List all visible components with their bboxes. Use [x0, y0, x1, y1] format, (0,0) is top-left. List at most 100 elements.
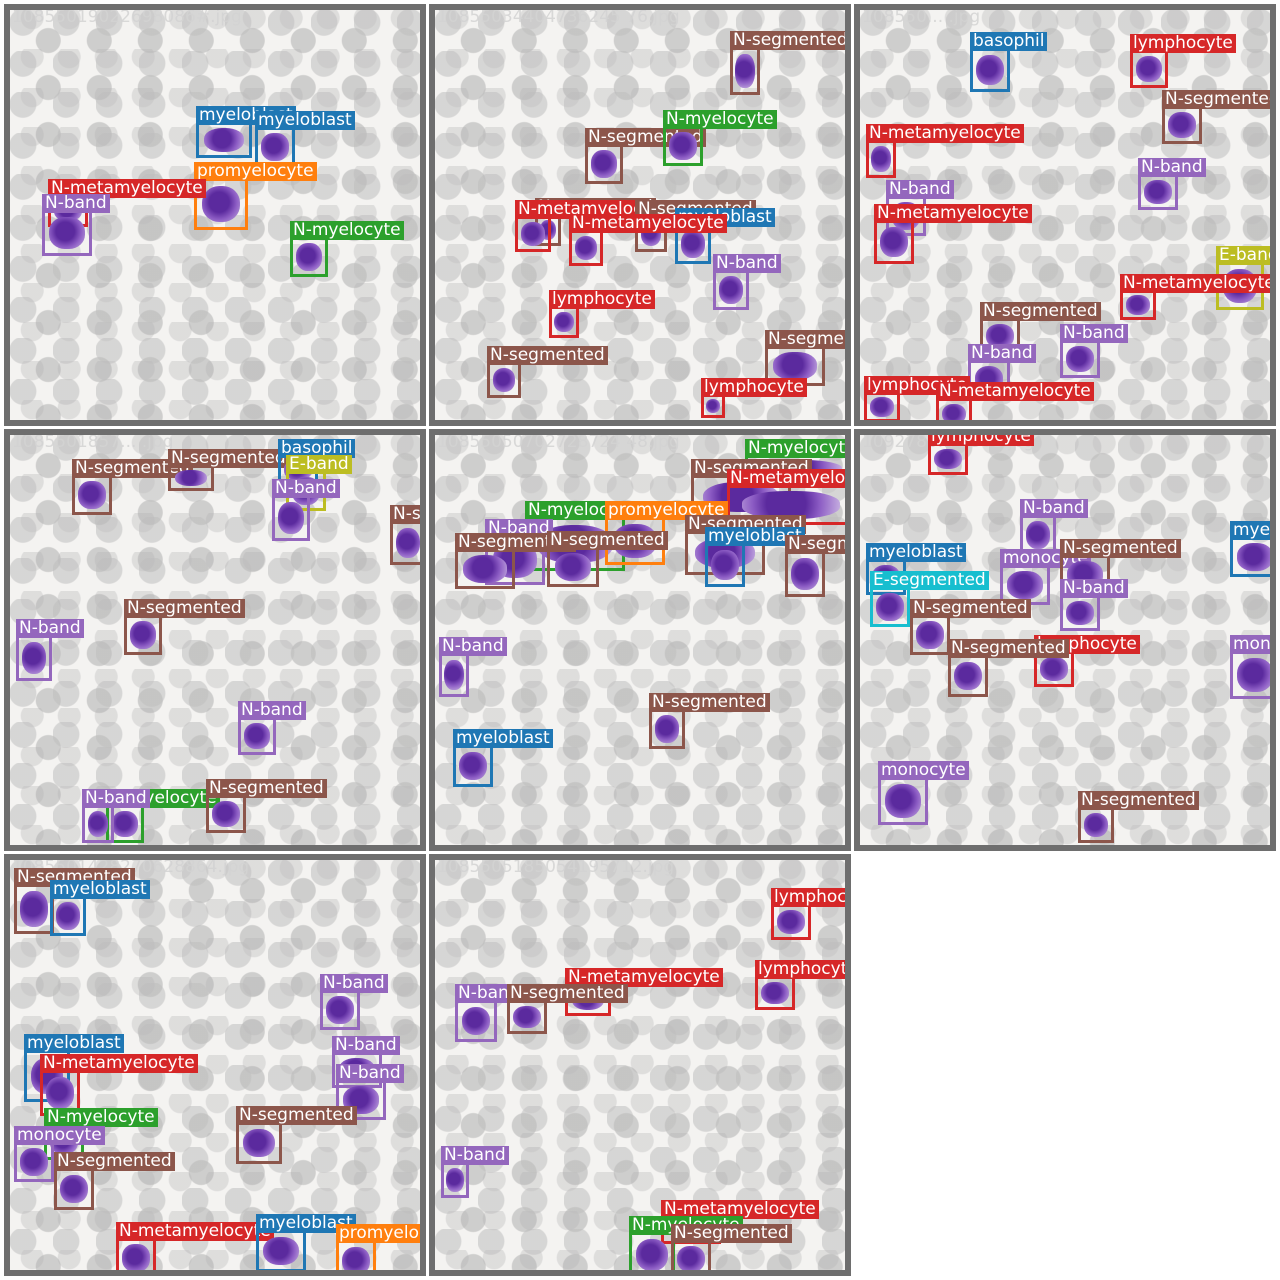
stained-cell: [1168, 112, 1196, 138]
detection-box: N-segmented: [455, 533, 576, 589]
detection-label: N-band: [336, 1064, 404, 1083]
detection-label: lymphocyte: [549, 290, 655, 309]
stained-cell: [1040, 657, 1068, 681]
stained-cell: [719, 276, 743, 304]
detection-label: N-segmented: [547, 531, 668, 550]
detection-box: N-segmented: [1078, 791, 1199, 843]
detection-label: N-segmented: [671, 1224, 792, 1243]
detection-label: N-myelocyte: [663, 110, 777, 129]
stained-cell: [122, 1244, 150, 1270]
stained-cell: [326, 996, 354, 1024]
detection-box: lymphocyte: [549, 290, 655, 338]
detection-label: N-segmented: [785, 535, 845, 554]
stained-cell: [461, 1006, 491, 1036]
detection-label: lymphocyte: [755, 960, 845, 979]
stained-cell: [1026, 521, 1050, 549]
detection-label: N-segmented: [390, 505, 420, 524]
stained-cell: [761, 981, 789, 1005]
stained-cell: [885, 784, 921, 818]
stained-cell: [735, 54, 755, 88]
detection-label: N-metamyelocyte: [727, 469, 845, 488]
stained-cell: [1084, 813, 1108, 837]
detection-box: N-myelocyte: [290, 221, 404, 277]
detection-label: N-metamyelocyte: [866, 124, 1024, 143]
detection-label: N-band: [455, 984, 523, 1003]
detection-label: N-myelocyte: [44, 1108, 158, 1127]
tile-filename: 1085501857... .jpg: [12, 432, 174, 452]
detection-label: N-myelocyte: [745, 439, 845, 458]
image-tile: 1085501428270628864.jpg N-segmented myelob…: [4, 854, 426, 1276]
detection-label: N-segmented: [730, 31, 845, 50]
detection-label: N-metamyelocyte: [1120, 274, 1270, 293]
stained-cell: [112, 811, 138, 837]
stained-cell: [201, 185, 241, 223]
detection-label: myeloblast: [866, 543, 966, 562]
stained-cell: [296, 243, 322, 271]
detection-box: N-segmented: [910, 599, 1031, 655]
detection-box: N-band: [320, 974, 388, 1030]
stained-cell: [916, 621, 944, 649]
detection-label: N-band: [441, 1146, 509, 1165]
detection-label: monocyte: [878, 761, 969, 780]
detection-label: N-band: [1020, 499, 1088, 518]
stained-cell: [244, 723, 270, 749]
stained-cell: [554, 553, 592, 581]
tile-filename: 10855050702728724 48.jpg: [437, 432, 680, 452]
detection-box: N-band: [713, 254, 781, 310]
stained-cell: [876, 593, 904, 621]
detection-box: monocyte: [878, 761, 969, 825]
detection-label: N-band: [320, 974, 388, 993]
stained-cell: [87, 811, 109, 837]
stained-cell: [677, 1246, 705, 1270]
detection-box: N-segmented: [72, 459, 193, 515]
detection-box: N-segmented: [236, 1106, 357, 1164]
stained-cell: [263, 1236, 299, 1266]
stained-cell: [444, 659, 464, 691]
detection-label: lymphocyte: [928, 435, 1034, 446]
detection-box: N-metamyelocyte: [569, 214, 727, 266]
detection-label: N-band: [16, 619, 84, 638]
detection-label: N-myelocyte: [290, 221, 404, 240]
stained-cell: [669, 132, 697, 160]
detection-label: N-segmented: [54, 1152, 175, 1171]
stained-cell: [463, 555, 507, 583]
detection-label: myeloblast: [24, 1034, 124, 1053]
detection-label: N-segmented: [1078, 791, 1199, 810]
stained-cell: [1237, 658, 1270, 692]
detection-box: N-segmented: [1162, 90, 1270, 144]
detection-box: N-segmented: [730, 31, 845, 95]
detection-label: N-segmented: [507, 984, 628, 1003]
detection-box: N-band: [1138, 158, 1206, 210]
image-tile: 1092780... 2368.jpglymphocyteN-bandmyelo…: [854, 429, 1276, 851]
detection-label: monocyte: [1230, 635, 1270, 654]
stained-cell: [976, 54, 1004, 86]
detection-box: N-band: [82, 789, 150, 843]
detection-label: E-band: [1216, 246, 1270, 265]
detection-label: monocyte: [14, 1126, 105, 1145]
detection-label: E-band: [286, 455, 352, 474]
stained-cell: [342, 1246, 370, 1270]
stained-cell: [742, 491, 840, 519]
tile-filename: 1085505185054195712.jpg: [437, 857, 675, 877]
stained-cell: [1126, 295, 1150, 315]
tile-filename: 10855034404736245 76.jpg: [437, 7, 680, 27]
stained-cell: [777, 910, 805, 934]
detection-label: basophil: [278, 439, 356, 458]
detection-box: N-segmented: [547, 531, 668, 587]
stained-cell: [130, 621, 156, 649]
detection-box: myeloblast: [196, 106, 296, 158]
stained-cell: [1237, 543, 1270, 571]
stained-cell: [46, 1077, 74, 1109]
stained-cell: [56, 902, 80, 930]
detection-box: N-band: [272, 479, 340, 541]
detection-label: N-segmented: [765, 330, 845, 349]
detection-label: N-metamyelocyte: [874, 204, 1032, 223]
detection-box: N-segmented: [765, 330, 845, 386]
detection-box: N-band: [1020, 499, 1088, 555]
tile-filename: 108550... .jpg: [862, 7, 981, 27]
detection-box: N-segmented: [948, 639, 1069, 697]
detection-box: lymphocyte: [928, 435, 1034, 475]
detection-box: N-metamyelocyte: [565, 968, 723, 1016]
detection-label: N-segmented: [455, 533, 576, 552]
